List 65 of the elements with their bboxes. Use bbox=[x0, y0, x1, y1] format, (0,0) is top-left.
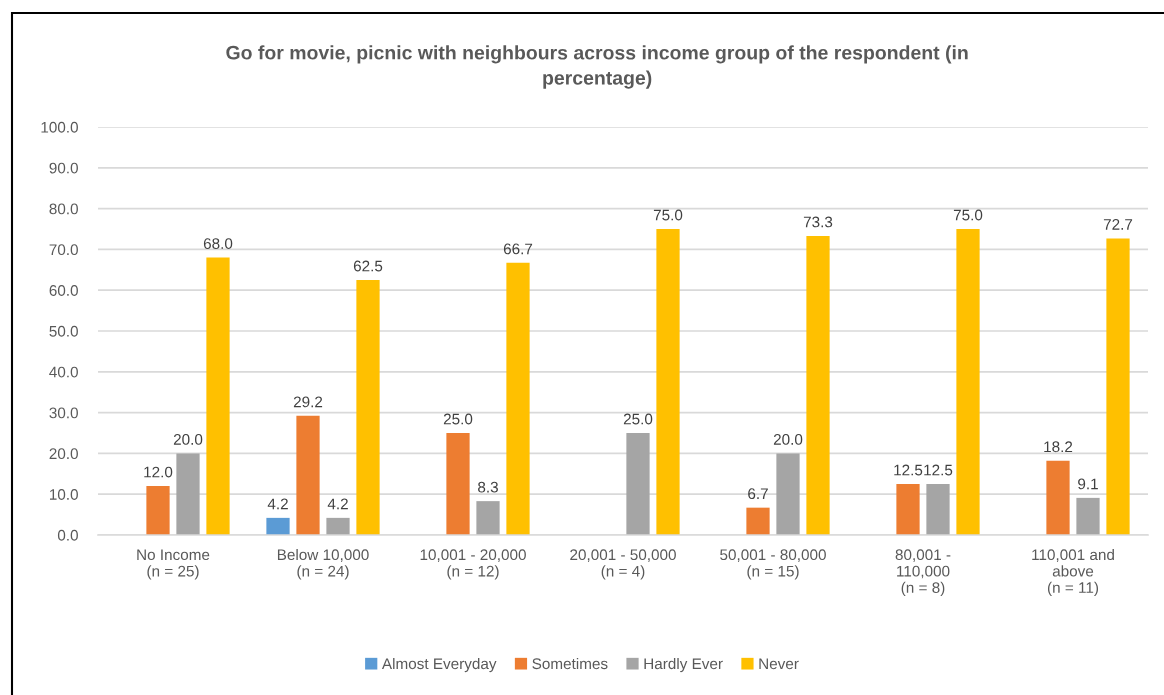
bar bbox=[476, 501, 500, 535]
bar bbox=[746, 507, 770, 535]
bar bbox=[206, 257, 230, 535]
legend-label: Almost Everyday bbox=[381, 657, 497, 673]
y-tick-label: 100.0 bbox=[41, 121, 78, 133]
data-label: 12.0 bbox=[144, 466, 173, 478]
legend-label: Sometimes bbox=[532, 657, 608, 670]
y-tick-label: 30.0 bbox=[49, 407, 78, 419]
y-tick-label: 80.0 bbox=[49, 203, 78, 215]
bar bbox=[656, 229, 680, 535]
x-tick-label: No Income (n = 25) bbox=[137, 549, 210, 580]
data-label: 66.7 bbox=[503, 243, 533, 255]
data-label: 4.2 bbox=[267, 498, 288, 510]
y-tick-label: 20.0 bbox=[49, 448, 78, 460]
x-tick-label: 50,001 - 80,000 (n = 15) bbox=[720, 549, 826, 580]
data-label: 20.0 bbox=[773, 434, 803, 445]
bar bbox=[806, 235, 830, 535]
y-tick-label: 70.0 bbox=[49, 244, 78, 256]
data-label: 6.7 bbox=[748, 488, 768, 500]
data-label: 73.3 bbox=[803, 216, 833, 228]
bar bbox=[266, 517, 290, 535]
data-label: 75.0 bbox=[953, 209, 983, 221]
x-tick-label: 110,001 and above (n = 11) bbox=[1032, 548, 1114, 597]
data-label: 9.1 bbox=[1078, 478, 1098, 490]
data-label: 12.5 bbox=[894, 464, 923, 476]
y-tick-label: 0.0 bbox=[57, 529, 78, 541]
data-label: 62.5 bbox=[353, 260, 383, 272]
bar bbox=[326, 517, 350, 535]
data-label: 25.0 bbox=[623, 413, 653, 425]
x-tick-label: Below 10,000 (n = 24) bbox=[277, 548, 369, 580]
bar bbox=[956, 229, 980, 535]
x-tick-label: 10,001 - 20,000 (n = 12) bbox=[420, 549, 526, 580]
legend-label: Never bbox=[759, 658, 799, 670]
data-label: 8.3 bbox=[478, 481, 498, 493]
data-label: 29.2 bbox=[293, 396, 323, 408]
bar bbox=[626, 433, 650, 535]
bar bbox=[1076, 497, 1100, 535]
bar bbox=[926, 484, 950, 535]
bar bbox=[446, 433, 470, 535]
y-tick-label: 10.0 bbox=[49, 489, 78, 500]
bar bbox=[356, 280, 380, 535]
x-tick-label: 20,001 - 50,000 (n = 4) bbox=[570, 549, 676, 580]
bar bbox=[776, 453, 800, 535]
chart-title: Go for movie, picnic with neighbours across income group of the respondent (in percentage) bbox=[226, 45, 968, 89]
bar bbox=[896, 484, 920, 535]
data-label: 12.5 bbox=[924, 464, 953, 476]
bar bbox=[176, 453, 200, 535]
bar bbox=[1106, 238, 1130, 535]
bar bbox=[146, 486, 170, 535]
data-label: 20.0 bbox=[173, 434, 203, 445]
data-label: 18.2 bbox=[1044, 441, 1073, 453]
y-tick-label: 40.0 bbox=[49, 366, 78, 378]
data-label: 4.2 bbox=[327, 498, 348, 510]
y-tick-label: 90.0 bbox=[49, 162, 78, 174]
legend-label: Hardly Ever bbox=[644, 657, 723, 673]
bar bbox=[1046, 460, 1070, 535]
y-tick-label: 50.0 bbox=[49, 325, 78, 337]
bar bbox=[506, 262, 530, 535]
data-label: 68.0 bbox=[203, 238, 233, 249]
y-tick-label: 60.0 bbox=[49, 285, 78, 296]
data-label: 72.7 bbox=[1103, 218, 1133, 230]
data-label: 25.0 bbox=[443, 413, 473, 425]
x-tick-label: 80,001 - 110,000 (n = 8) bbox=[895, 549, 951, 597]
bar bbox=[296, 415, 320, 535]
data-label: 75.0 bbox=[653, 209, 683, 221]
